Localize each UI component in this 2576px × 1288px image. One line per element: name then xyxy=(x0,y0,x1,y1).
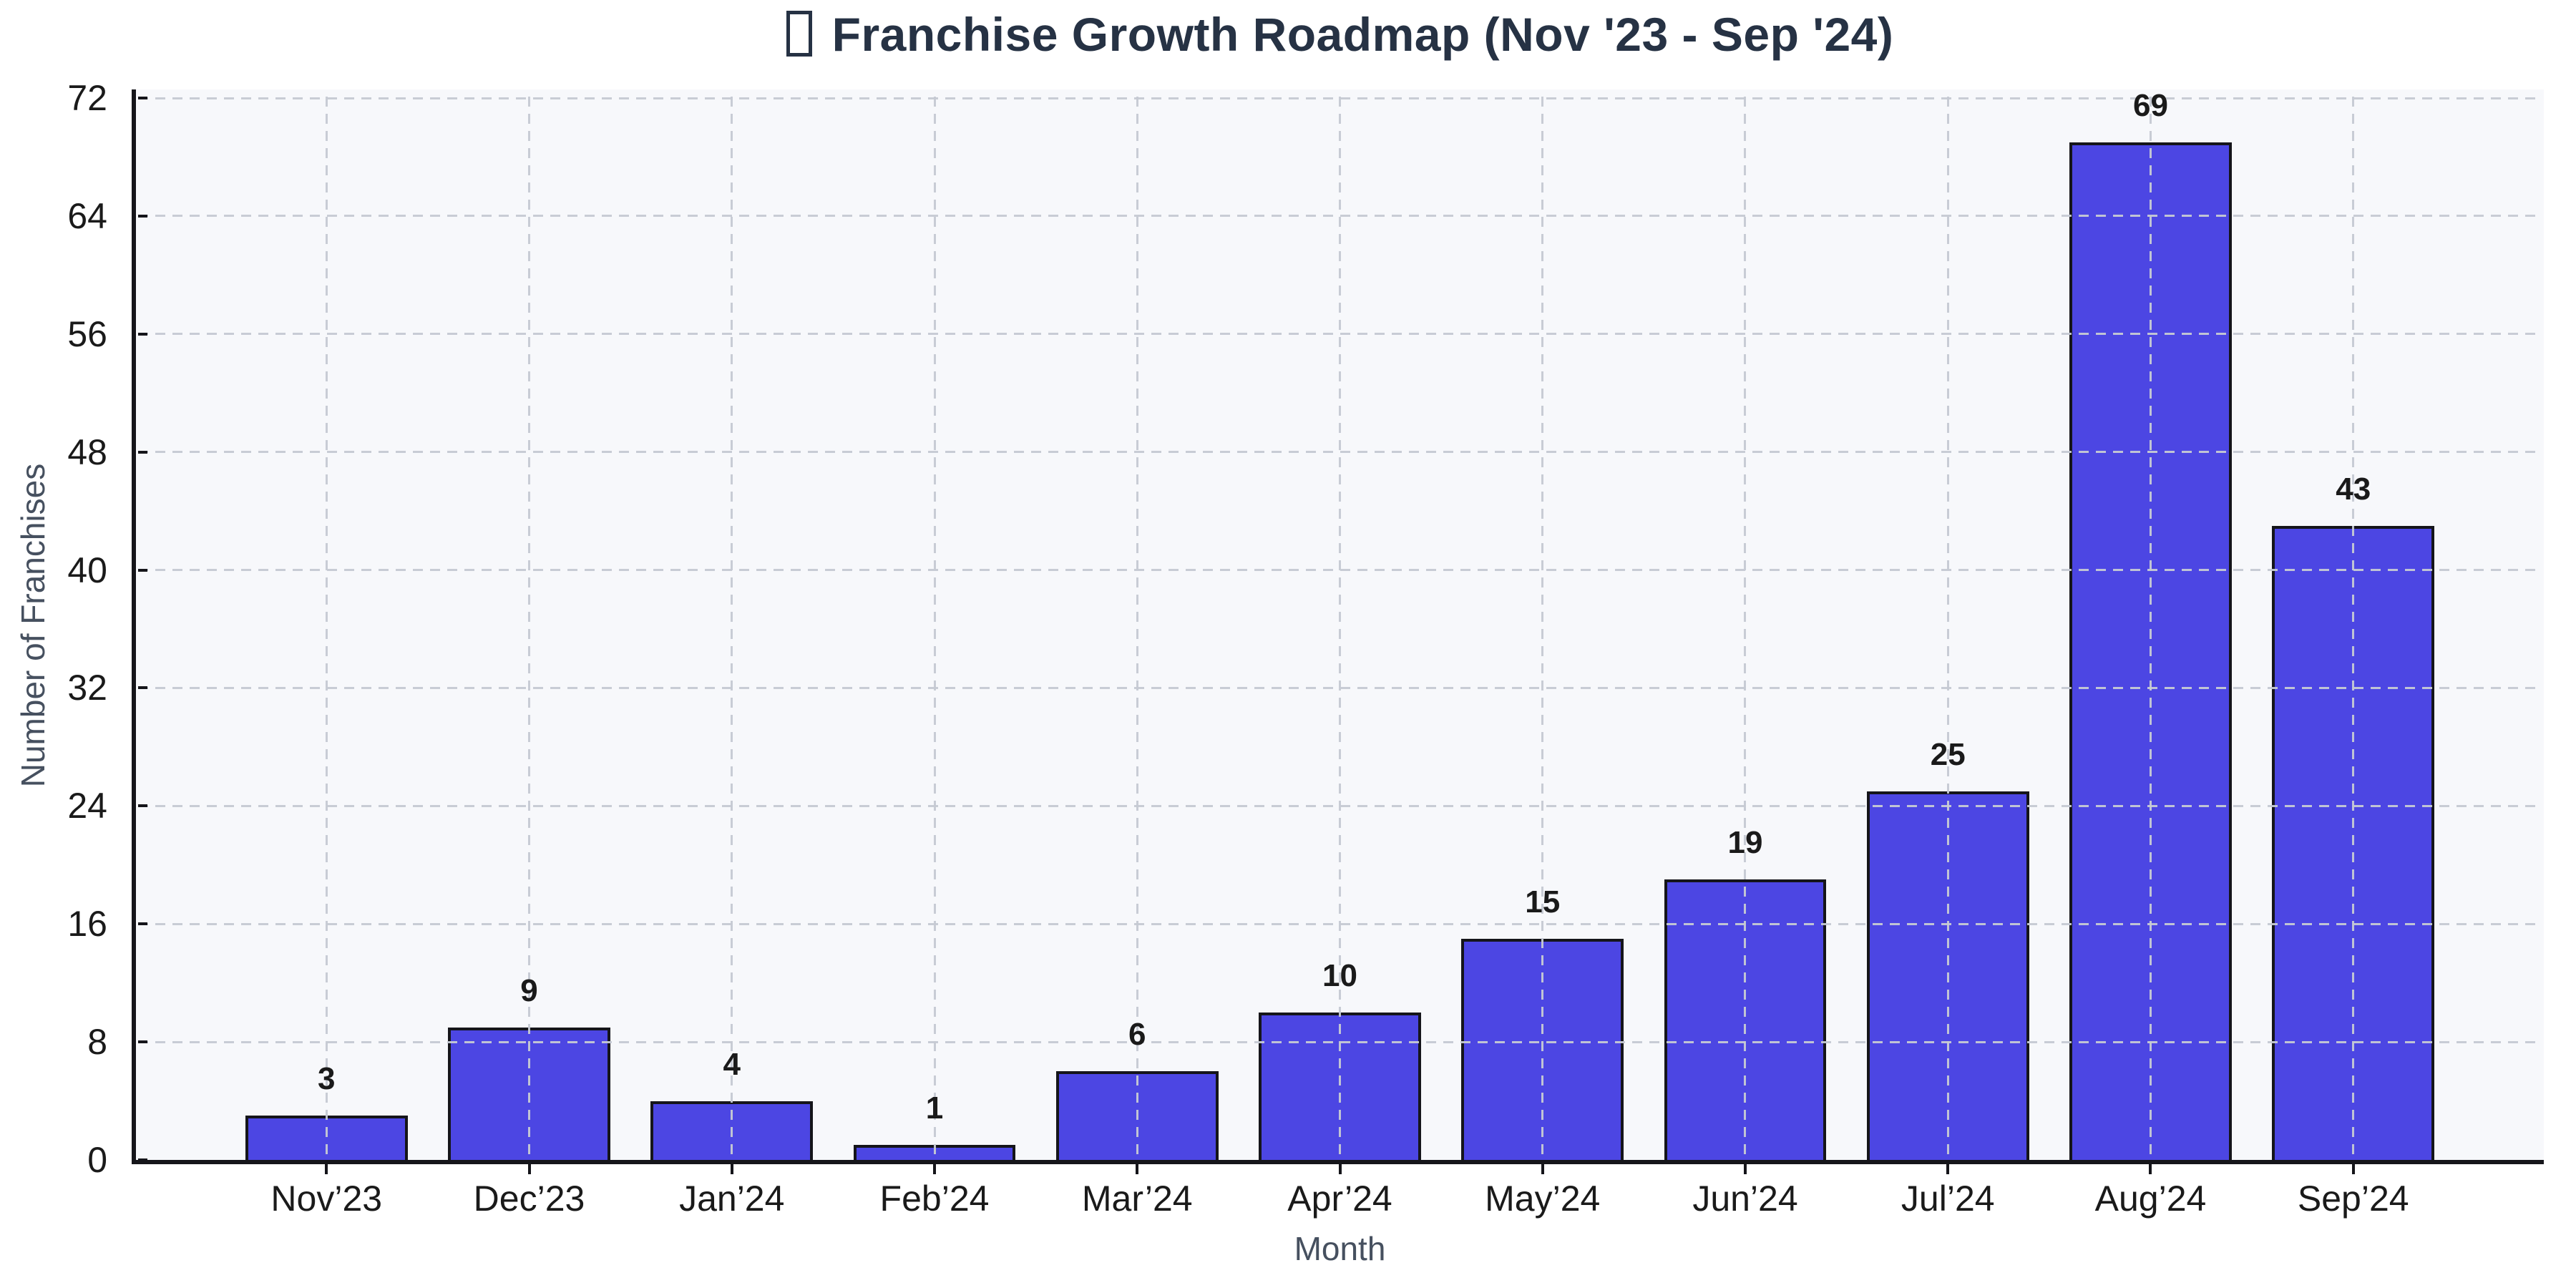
y-tick-mark-8 xyxy=(138,1040,147,1044)
x-tick-label: Mar’24 xyxy=(1081,1179,1193,1219)
x-tick-mark-Sep’24 xyxy=(2351,1164,2355,1174)
x-tick-label: Feb’24 xyxy=(879,1179,990,1219)
x-tick-label: Jun’24 xyxy=(1692,1179,1798,1219)
x-tick-mark-Feb’24 xyxy=(933,1164,936,1174)
x-tick-mark-May’24 xyxy=(1541,1164,1544,1174)
x-tick-label: Jul’24 xyxy=(1901,1179,1995,1219)
x-tick-label: Dec’23 xyxy=(473,1179,585,1219)
bar-value-label: 15 xyxy=(1525,884,1561,919)
bar-value-label: 9 xyxy=(520,972,538,1008)
y-tick-label: 48 xyxy=(67,431,107,472)
plot-area: 0 8 16 24 32 40 48 56 64 72 Nov’23 3 Dec’23 9 Jan’24 4 F… xyxy=(67,79,2544,1219)
bar-value-label: 43 xyxy=(2336,471,2371,507)
x-tick-label: Aug’24 xyxy=(2094,1179,2207,1219)
y-tick-label: 72 xyxy=(67,78,107,118)
y-tick-label: 0 xyxy=(87,1140,107,1180)
bar-Mar’24 xyxy=(1055,1071,1219,1160)
bar-Nov’23 xyxy=(245,1116,408,1160)
y-tick-mark-48 xyxy=(138,450,147,454)
y-tick-label: 24 xyxy=(67,786,107,826)
y-tick-label: 64 xyxy=(67,195,107,236)
bar-Dec’23 xyxy=(448,1027,610,1160)
bar-value-label: 4 xyxy=(723,1046,741,1082)
y-tick-label: 8 xyxy=(87,1022,107,1063)
x-tick-mark-Dec’23 xyxy=(527,1164,531,1174)
y-tick-label: 40 xyxy=(67,550,107,590)
y-tick-mark-72 xyxy=(138,97,147,99)
x-tick-label: Sep’24 xyxy=(2297,1179,2409,1219)
bar-value-label: 3 xyxy=(318,1061,336,1097)
x-tick-mark-Jul’24 xyxy=(1946,1164,1950,1174)
x-tick-mark-Jan’24 xyxy=(730,1164,733,1174)
bar-Apr’24 xyxy=(1259,1012,1421,1160)
x-tick-label: May’24 xyxy=(1485,1179,1601,1219)
x-axis-spine xyxy=(132,1160,2544,1164)
missing-glyph-box-icon xyxy=(786,11,812,57)
y-tick-label: 32 xyxy=(67,668,107,708)
bar-Feb’24 xyxy=(853,1145,1016,1160)
bar-Jan’24 xyxy=(650,1101,814,1160)
y-tick-mark-56 xyxy=(138,332,147,336)
bar-value-label: 1 xyxy=(925,1091,944,1126)
bar-value-label: 19 xyxy=(1727,825,1763,861)
chart-title-text: Franchise Growth Roadmap (Nov '23 - Sep … xyxy=(831,8,1894,61)
y-tick-mark-32 xyxy=(138,686,147,690)
y-tick-label: 16 xyxy=(67,904,107,945)
y-axis-spine xyxy=(132,89,136,1164)
y-tick-mark-64 xyxy=(138,214,147,218)
x-tick-label: Jan’24 xyxy=(679,1179,785,1219)
y-tick-mark-0 xyxy=(138,1158,147,1161)
x-tick-label: Nov’23 xyxy=(270,1179,383,1219)
bar-Sep’24 xyxy=(2272,525,2435,1160)
chart-title: Franchise Growth Roadmap (Nov '23 - Sep … xyxy=(136,7,2544,62)
x-tick-mark-Jun’24 xyxy=(1743,1164,1747,1174)
bar-value-label: 10 xyxy=(1322,957,1357,993)
x-tick-mark-Apr’24 xyxy=(1338,1164,1342,1174)
bar-value-label: 25 xyxy=(1930,736,1966,772)
bar-Aug’24 xyxy=(2069,142,2232,1160)
y-tick-mark-16 xyxy=(138,922,147,926)
bar-Jul’24 xyxy=(1866,791,2029,1160)
y-axis-label: Number of Franchises xyxy=(14,463,52,788)
bar-value-label: 69 xyxy=(2133,87,2168,123)
x-tick-mark-Nov’23 xyxy=(325,1164,328,1174)
y-tick-mark-24 xyxy=(138,804,147,808)
y-tick-label: 56 xyxy=(67,313,107,354)
bar-May’24 xyxy=(1461,938,1624,1160)
x-tick-mark-Aug’24 xyxy=(2149,1164,2152,1174)
x-axis-label: Month xyxy=(1294,1230,1386,1267)
x-tick-label: Apr’24 xyxy=(1287,1179,1392,1219)
x-tick-mark-Mar’24 xyxy=(1136,1164,1139,1174)
y-tick-mark-40 xyxy=(138,568,147,572)
bar-Jun’24 xyxy=(1664,879,1827,1160)
bar-value-label: 6 xyxy=(1128,1017,1146,1053)
